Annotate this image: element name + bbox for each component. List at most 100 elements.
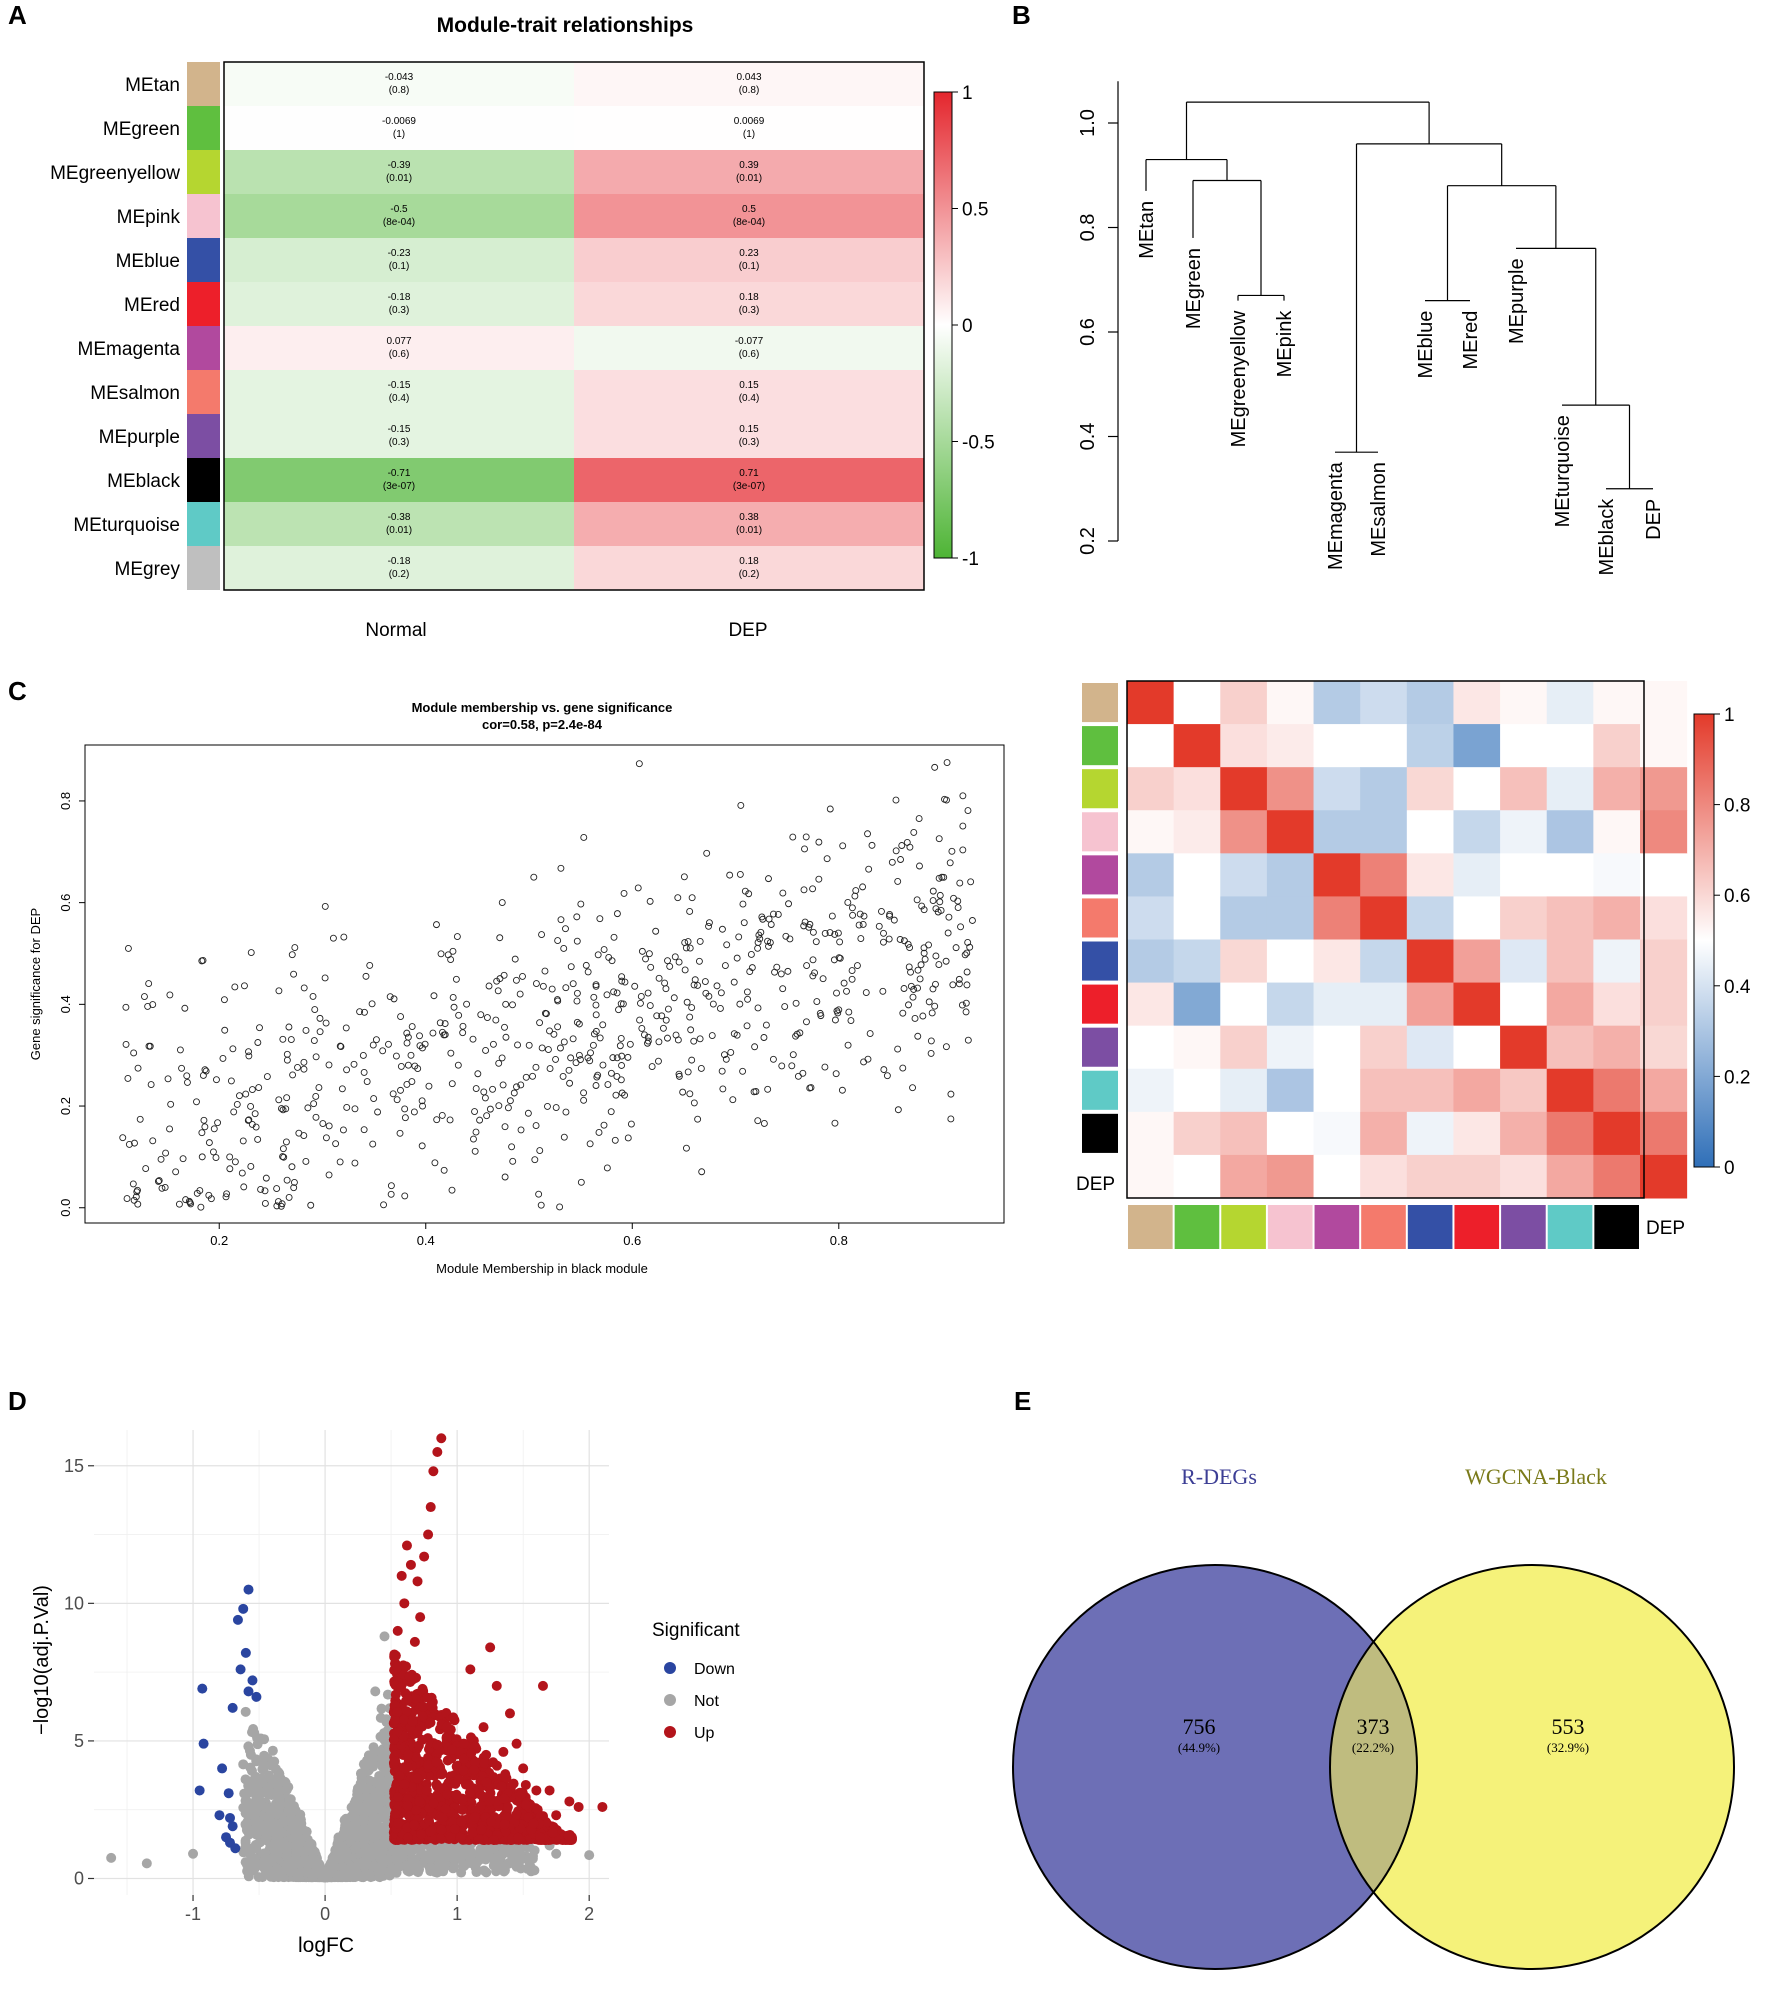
panel-c-gene-point (416, 1042, 424, 1050)
panel-a-cell-corr-MEblack-DEP: 0.71 (739, 468, 759, 479)
panel-c-gene-point (618, 1089, 626, 1097)
panel-a-module-swatch-MEblue (187, 238, 220, 282)
panel-b-col-swatch (1454, 1205, 1500, 1249)
panel-a-row-label-MEblack: MEblack (107, 471, 180, 492)
panel-c-gene-point (343, 1066, 351, 1074)
panel-d-point-not (310, 1854, 321, 1865)
panel-c-gene-point (743, 1022, 751, 1030)
panel-c-gene-point (220, 996, 228, 1004)
panel-c-gene-point (404, 1061, 412, 1069)
panel-c-gene-point (136, 1115, 144, 1123)
panel-d-point-not (274, 1819, 285, 1830)
panel-c-gene-point (307, 1201, 315, 1209)
panel-c-gene-point (691, 976, 699, 984)
panel-c-gene-point (496, 975, 504, 983)
panel-b-adjacency-cell (1546, 810, 1594, 854)
panel-c-gene-point (247, 1102, 255, 1110)
panel-c-gene-point (459, 1022, 467, 1030)
panel-b-adjacency-cell (1546, 853, 1594, 897)
panel-c-gene-point (878, 907, 885, 915)
panel-c-gene-point (408, 1078, 416, 1086)
panel-b-row-swatch (1082, 898, 1118, 938)
panel-c-gene-point (646, 897, 654, 905)
panel-c-gene-point (312, 1113, 320, 1121)
panel-c-gene-point (610, 988, 618, 996)
panel-c-gene-point (947, 1115, 955, 1123)
panel-c-gene-point (183, 1078, 191, 1086)
panel-b-adjacency-cell (1593, 853, 1641, 897)
panel-a-cell-pval-MEsalmon-Normal: (0.4) (389, 393, 410, 404)
panel-d-point-not (242, 1816, 253, 1827)
panel-c-gene-point (864, 1055, 872, 1063)
panel-c-gene-point (556, 1044, 564, 1052)
panel-c-gene-point (935, 835, 943, 843)
panel-b-adjacency-cell (1220, 724, 1268, 768)
panel-c-gene-point (886, 911, 894, 918)
panel-c-gene-point (599, 1021, 607, 1029)
panel-a-cell-MEsalmon-Normal (224, 370, 574, 414)
panel-d-point-not (437, 1841, 448, 1852)
panel-c-gene-point (236, 1092, 243, 1100)
panel-b-row-swatch (1082, 726, 1118, 766)
panel-a-cell-MEpink-Normal (224, 194, 574, 238)
panel-c-gene-point (751, 1043, 759, 1051)
panel-c-gene-point (554, 1023, 562, 1031)
panel-d-point-not (353, 1791, 364, 1802)
panel-a-cell-pval-MEred-Normal: (0.3) (389, 305, 410, 316)
panel-c-gene-point (201, 1123, 209, 1131)
panel-c-gene-point (880, 929, 887, 937)
panel-c-gene-point (613, 1073, 621, 1080)
panel-b-adjacency-cell (1220, 1154, 1268, 1199)
panel-b-dendro-leaf-MEgreenyellow: MEgreenyellow (1228, 310, 1250, 447)
panel-c-gene-point (952, 944, 960, 952)
panel-d-point-not (283, 1855, 294, 1866)
panel-d-point-not (188, 1848, 199, 1859)
panel-c-gene-point (910, 828, 918, 836)
panel-a-row-label-MEtan: MEtan (125, 75, 180, 96)
panel-b-dendro-y-tick-label: 0.4 (1077, 423, 1099, 451)
panel-c-gene-point (696, 1035, 704, 1043)
panel-c-gene-point (275, 987, 283, 995)
panel-c-gene-point (122, 1003, 130, 1011)
panel-c-gene-point (418, 1097, 426, 1105)
panel-c-gene-point (604, 1081, 612, 1088)
panel-c-gene-point (134, 1064, 142, 1072)
panel-c-gene-point (294, 1063, 301, 1071)
panel-c-gene-point (433, 1116, 441, 1124)
panel-d-point-not (394, 1861, 405, 1872)
panel-c-gene-point (778, 1062, 786, 1070)
panel-a-cell-corr-MEblack-Normal: -0.71 (388, 468, 411, 479)
panel-c-gene-point (419, 1102, 426, 1110)
panel-b-dendro-leaf-MEpurple: MEpurple (1506, 258, 1528, 344)
panel-c-gene-point (644, 989, 652, 997)
panel-c-gene-point (860, 1058, 868, 1066)
panel-b-adjacency-cell (1500, 810, 1548, 854)
panel-c-gene-point (351, 1159, 359, 1167)
panel-c-gene-point (860, 912, 868, 920)
panel-c-gene-point (221, 1026, 229, 1034)
panel-d-point-up (412, 1725, 423, 1736)
panel-c-gene-point (788, 1062, 796, 1070)
panel-b-heatmap-row-dep-label: DEP (1076, 1174, 1115, 1195)
panel-a-cell-MEgrey-Normal (224, 546, 574, 590)
panel-b-adjacency-cell (1360, 896, 1408, 940)
panel-b-adjacency-cell (1500, 1068, 1548, 1113)
panel-c-gene-point (209, 1148, 217, 1156)
panel-c-gene-point (532, 1063, 540, 1071)
panel-a-module-swatch-MEtan (187, 62, 220, 106)
panel-c-gene-point (369, 1140, 377, 1148)
panel-c-gene-point (322, 1019, 330, 1027)
panel-b-adjacency-cell (1406, 681, 1454, 725)
panel-d-point-not (285, 1866, 296, 1877)
panel-c-gene-point (393, 1096, 401, 1104)
panel-c-gene-point (641, 1031, 648, 1039)
panel-c-gene-point (928, 1009, 936, 1017)
panel-b-row-swatch (1082, 1070, 1118, 1110)
panel-c-gene-point (744, 995, 752, 1003)
panel-c-gene-point (932, 952, 940, 960)
panel-b-adjacency-cell (1546, 1068, 1594, 1113)
panel-c-gene-point (548, 985, 556, 993)
panel-a-cell-MEgreen-DEP (574, 106, 924, 150)
panel-b-adjacency-cell (1640, 1154, 1688, 1199)
panel-d-point-not (481, 1867, 492, 1878)
